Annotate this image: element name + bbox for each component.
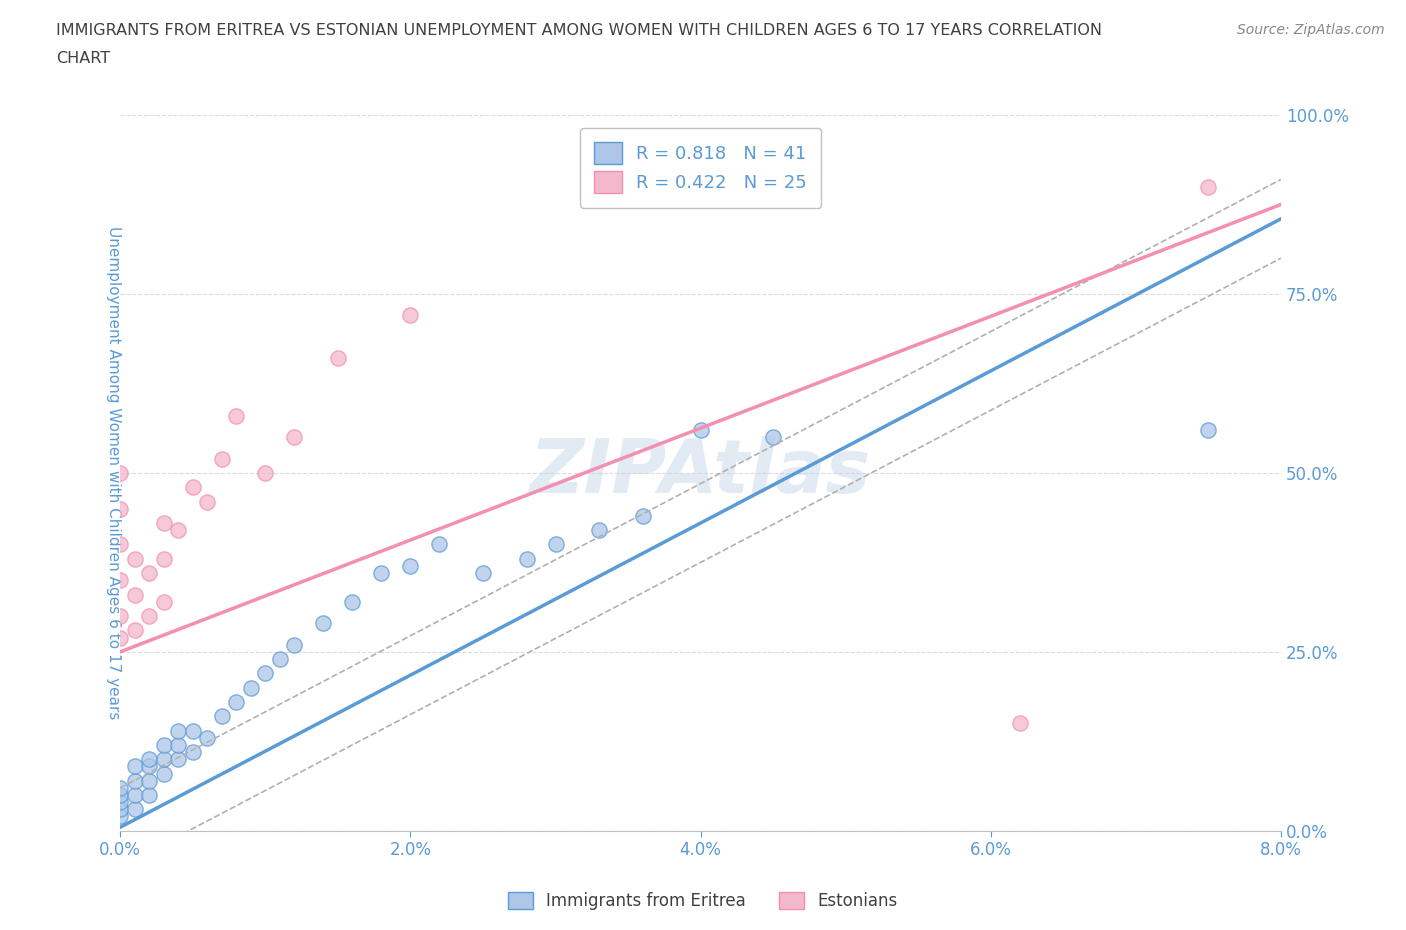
Point [472,565,495,580]
Point [283,637,305,652]
Point [110,788,132,803]
Point [124,551,146,566]
Point [153,766,176,781]
Text: Source: ZipAtlas.com: Source: ZipAtlas.com [1237,23,1385,37]
Point [225,695,247,710]
Point [195,730,218,745]
Point [138,565,160,580]
Point [153,515,176,530]
Point [1008,716,1031,731]
Point [181,724,204,738]
Legend: Immigrants from Eritrea, Estonians: Immigrants from Eritrea, Estonians [502,885,904,917]
Point [138,751,160,766]
Point [515,551,537,566]
Point [153,751,176,766]
Point [399,308,422,323]
Point [181,745,204,760]
Point [370,565,392,580]
Point [167,737,190,752]
Point [239,680,262,695]
Point [167,751,190,766]
Point [110,465,132,480]
Point [762,430,785,445]
Point [1197,422,1219,437]
Text: CHART: CHART [56,51,110,66]
Text: ZIPAtlas: ZIPAtlas [530,436,872,510]
Point [124,802,146,817]
Point [110,573,132,588]
Point [283,430,305,445]
Point [124,788,146,803]
Point [124,773,146,788]
Point [167,724,190,738]
Point [153,594,176,609]
Point [429,537,451,551]
Point [689,422,711,437]
Point [138,773,160,788]
Legend: R = 0.818   N = 41, R = 0.422   N = 25: R = 0.818 N = 41, R = 0.422 N = 25 [581,127,821,207]
Point [138,759,160,774]
Point [110,631,132,645]
Point [254,465,277,480]
Point [138,788,160,803]
Point [544,537,567,551]
Point [211,451,233,466]
Point [195,494,218,509]
Text: IMMIGRANTS FROM ERITREA VS ESTONIAN UNEMPLOYMENT AMONG WOMEN WITH CHILDREN AGES : IMMIGRANTS FROM ERITREA VS ESTONIAN UNEM… [56,23,1102,38]
Point [153,551,176,566]
Point [588,523,610,538]
Point [110,537,132,551]
Point [153,737,176,752]
Point [1197,179,1219,194]
Point [124,587,146,602]
Point [399,559,422,574]
Point [181,480,204,495]
Y-axis label: Unemployment Among Women with Children Ages 6 to 17 years: Unemployment Among Women with Children A… [107,226,121,720]
Point [124,623,146,638]
Point [211,709,233,724]
Point [342,594,364,609]
Point [110,608,132,623]
Point [269,652,291,667]
Point [631,509,654,524]
Point [110,501,132,516]
Point [124,759,146,774]
Point [254,666,277,681]
Point [312,616,335,631]
Point [167,523,190,538]
Point [110,780,132,795]
Point [138,608,160,623]
Point [225,408,247,423]
Point [110,802,132,817]
Point [110,809,132,824]
Point [110,795,132,810]
Point [326,351,349,365]
